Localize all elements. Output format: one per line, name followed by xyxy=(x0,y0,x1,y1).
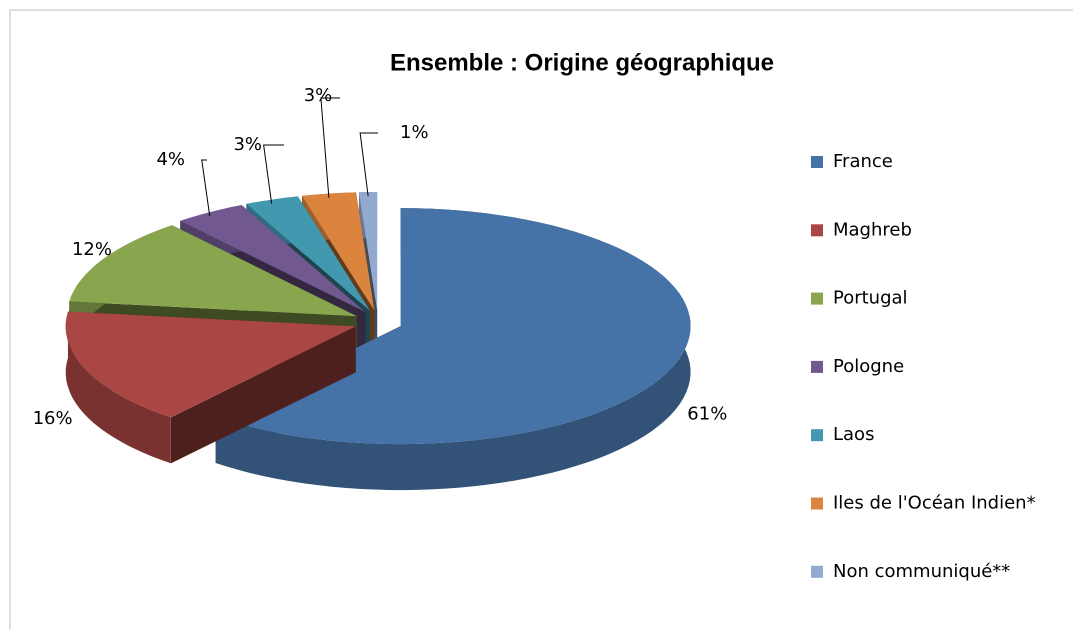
leader-line xyxy=(359,132,378,197)
legend-label: Portugal xyxy=(833,288,908,309)
data-label: 4% xyxy=(156,149,185,170)
legend-label: Non communiqué** xyxy=(833,561,1010,582)
data-label: 16% xyxy=(33,408,73,429)
slice-top xyxy=(246,196,370,311)
data-label: 1% xyxy=(400,122,429,143)
legend-swatch xyxy=(811,565,823,578)
chart-border xyxy=(9,9,1073,630)
leader-line xyxy=(201,159,211,217)
slice xyxy=(65,311,356,464)
slice-top xyxy=(180,205,366,312)
legend-swatch xyxy=(811,497,823,510)
legend-label: Maghreb xyxy=(833,219,912,240)
slice-top xyxy=(69,225,358,317)
legend-swatch xyxy=(811,360,823,373)
legend-swatch xyxy=(811,292,823,305)
legend-label: France xyxy=(833,151,893,172)
slice-top xyxy=(215,208,691,445)
data-label: 61% xyxy=(687,404,727,425)
slice-top xyxy=(302,192,375,311)
pie xyxy=(65,192,691,491)
legend-label: Pologne xyxy=(833,356,904,377)
legend-label: Iles de l'Océan Indien* xyxy=(833,493,1036,514)
data-label: 3% xyxy=(304,85,333,106)
chart-title: Ensemble : Origine géographique xyxy=(390,49,774,76)
slice-wall xyxy=(65,311,171,464)
legend-swatch xyxy=(811,156,823,168)
leader-line xyxy=(263,144,284,204)
legend-label: Laos xyxy=(833,424,874,445)
slice-top xyxy=(65,311,356,418)
data-label: 3% xyxy=(233,134,262,155)
data-label: 12% xyxy=(72,239,112,260)
legend-swatch xyxy=(811,224,823,237)
slice-top xyxy=(359,192,378,310)
legend-swatch xyxy=(811,429,823,442)
slice-wall xyxy=(215,208,691,491)
leader-line xyxy=(320,97,340,198)
